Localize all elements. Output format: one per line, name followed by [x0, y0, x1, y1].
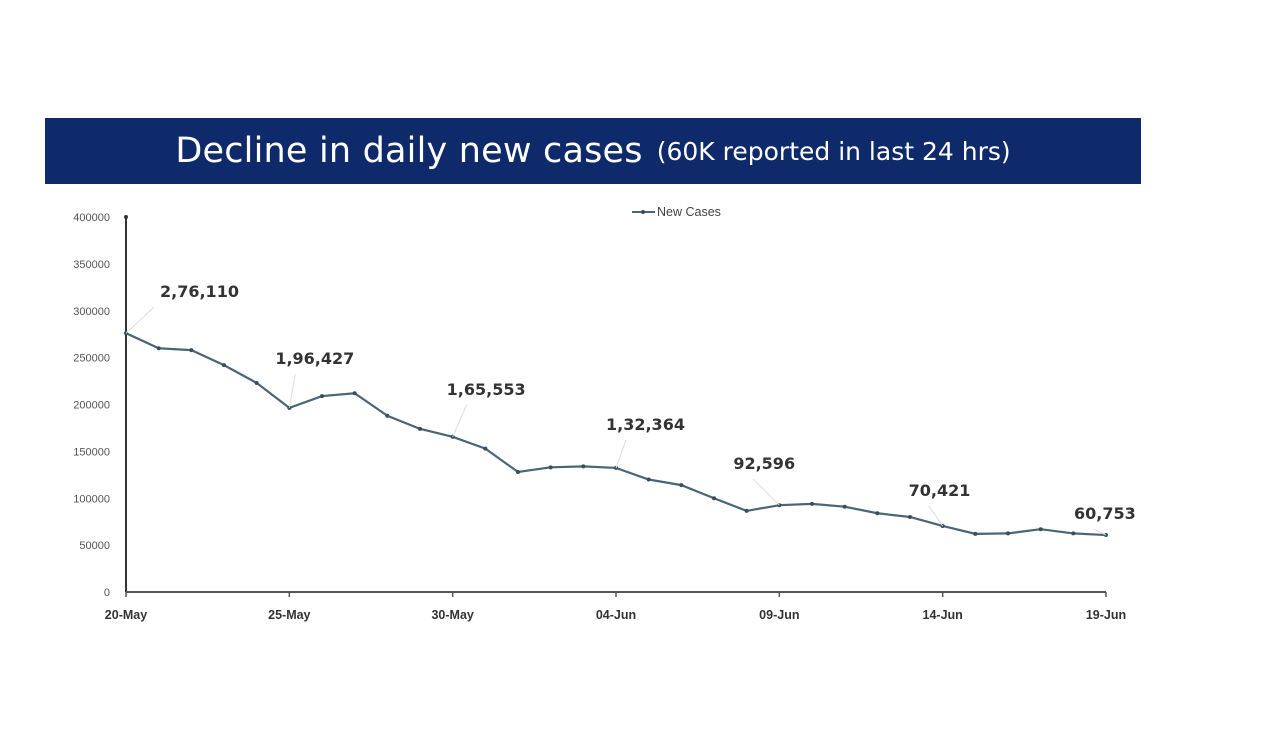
data-point [254, 380, 259, 385]
data-point [516, 470, 520, 474]
data-label-leader [452, 404, 468, 437]
data-point [1006, 531, 1010, 536]
data-point [712, 496, 716, 501]
title-banner: Decline in daily new cases (60K reported… [45, 118, 1141, 184]
y-axis-end [124, 215, 128, 219]
x-tick-label: 04-Jun [596, 608, 636, 622]
x-tick-label: 25-May [268, 608, 310, 622]
y-tick-label: 350000 [73, 259, 110, 271]
y-tick-label: 150000 [73, 446, 110, 458]
x-tick-label: 14-Jun [923, 608, 963, 622]
data-point [1038, 527, 1043, 532]
y-tick-label: 50000 [79, 540, 110, 552]
data-label: 1,65,553 [447, 380, 526, 399]
data-label-leader [615, 439, 627, 469]
title-sub: (60K reported in last 24 hrs) [656, 136, 1011, 166]
data-label: 1,32,364 [606, 415, 685, 434]
data-point [810, 501, 814, 506]
data-label: 1,96,427 [275, 349, 354, 368]
y-tick-label: 200000 [73, 400, 110, 412]
data-point [744, 508, 749, 513]
y-tick-label: 0 [104, 587, 110, 599]
series-line-new-cases [125, 332, 1107, 537]
data-point [385, 413, 390, 418]
data-point [1071, 531, 1076, 536]
legend-label: New Cases [657, 205, 721, 219]
data-point [418, 426, 422, 431]
y-tick-label: 250000 [73, 353, 110, 365]
data-label-leader [288, 373, 296, 408]
x-tick-label: 19-Jun [1086, 608, 1126, 622]
data-point [842, 504, 847, 509]
data-point [581, 464, 586, 469]
data-point [875, 511, 880, 516]
data-point [679, 483, 684, 488]
y-tick-label: 300000 [73, 306, 110, 318]
data-point [908, 515, 912, 519]
data-label: 70,421 [909, 481, 971, 500]
legend-marker-icon [641, 210, 645, 214]
x-tick-label: 30-May [431, 608, 473, 622]
title-main: Decline in daily new cases [175, 131, 643, 171]
data-point [352, 391, 357, 396]
data-point [973, 531, 978, 536]
data-label-leader [1093, 528, 1107, 536]
data-label-leader [928, 505, 944, 527]
data-point [548, 465, 553, 470]
data-point [646, 477, 651, 482]
data-point [222, 363, 226, 368]
data-point [320, 394, 324, 399]
data-label: 60,753 [1074, 504, 1136, 523]
x-tick-label: 20-May [105, 608, 147, 622]
data-label: 92,596 [733, 454, 795, 473]
data-label-leader [752, 478, 780, 506]
data-point [483, 446, 488, 451]
data-label: 2,76,110 [160, 282, 239, 301]
data-label-leader [125, 306, 155, 334]
data-point [156, 346, 161, 351]
x-tick-label: 09-Jun [759, 608, 799, 622]
y-tick-label: 100000 [73, 493, 110, 505]
data-point [189, 348, 194, 353]
y-tick-label: 400000 [73, 212, 110, 224]
